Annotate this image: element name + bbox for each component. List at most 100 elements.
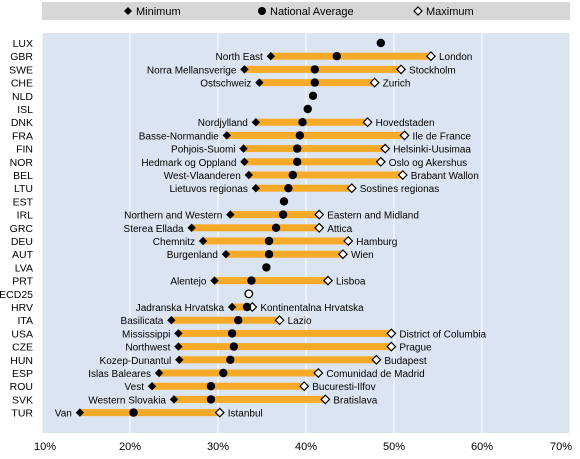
max-marker-bel [397,169,408,181]
country-label-svk: SVK [12,394,33,406]
legend-item: Minimum [124,6,181,18]
max-region-label: Prague [399,343,432,354]
max-region-label: Sostines regionas [360,184,440,195]
country-label-isl: ISL [17,104,33,116]
country-label-lux: LUX [13,38,33,50]
range-bar-irl [230,211,320,219]
min-region-label: Basse-Normandie [139,131,219,142]
min-marker-rou [147,382,157,391]
avg-marker-nor [293,157,302,166]
country-label-gbr: GBR [10,51,33,63]
range-bar-esp [159,369,319,377]
avg-marker-che [310,78,319,87]
avg-marker-esp [219,368,228,378]
range-bar-cze [178,343,392,351]
max-region-label: Brabant Wallon [411,171,479,182]
x-axis: 10% 20% 30% 40% 50% 60% 70% [34,441,572,453]
country-label-usa: USA [11,328,33,340]
avg-marker-hun [226,355,235,364]
gridlines [41,33,571,433]
avg-marker-fin [293,144,302,153]
min-marker-dnk [251,118,261,127]
min-marker-irl [226,210,235,219]
x-tick-label: 70% [550,441,572,453]
min-marker-grc [187,223,196,232]
max-marker-tur [214,407,225,418]
max-region-label: Stockholm [409,65,456,76]
legend-background [42,2,570,20]
min-marker-hrv [227,302,237,312]
max-marker-che [369,77,380,88]
country-label-swe: SWE [9,64,33,76]
min-region-label: Chemnitz [153,237,195,248]
range-bar-hrv [232,303,253,311]
min-marker-ita [167,316,176,325]
range-bar-tur [79,409,220,417]
max-marker-esp [313,367,324,379]
max-region-label: Bucuresti-Ilfov [312,382,375,393]
max-marker-irl [314,209,325,220]
x-tick-label: 40% [295,441,317,453]
avg-marker-fra [295,131,305,140]
legend-marker-minimum [124,7,132,15]
range-bar-aut [225,250,343,258]
min-region-label: Norra Mellansverige [147,65,237,76]
min-marker-prt [210,276,219,285]
min-region-label: Mississippi [122,329,170,340]
max-region-label: Kontinentalna Hrvatska [260,303,364,314]
max-marker-hun [371,354,382,365]
country-label-nor: NOR [10,157,34,169]
max-region-label: Wien [351,250,374,261]
max-marker-gbr [425,51,437,62]
avg-marker-grc [271,223,281,232]
avg-marker-rou [206,382,216,391]
country-label-fin: FIN [16,144,33,156]
country-label-hrv: HRV [11,302,33,314]
country-label-grc: GRC [10,223,34,235]
min-marker-che [255,78,264,87]
avg-marker-prt [247,276,256,285]
min-region-label: Van [55,409,72,420]
min-region-label: Pohjois-Suomi [171,145,235,156]
min-marker-nor [240,157,249,166]
max-region-label: Istanbul [228,409,263,420]
min-marker-cze [174,342,183,351]
max-marker-cze [386,341,397,352]
legend-item: National Average [258,6,354,18]
country-label-dnk: DNK [11,117,33,129]
min-marker-esp [154,368,164,378]
country-label-oecd25: OECD25 [0,289,33,301]
max-region-label: Comunidad de Madrid [326,369,424,380]
country-label-nld: NLD [12,91,33,103]
country-label-tur: TUR [11,408,33,420]
min-marker-fin [239,144,248,153]
avg-marker-svk [206,395,216,404]
legend-item: Maximum [413,6,474,18]
min-marker-fra [222,131,231,140]
avg-marker-aut [264,250,274,259]
country-label-lva: LVA [15,262,33,274]
country-label-ita: ITA [17,315,33,327]
range-bar-swe [244,65,402,73]
range-bar-hun [179,356,377,364]
max-marker-prt [322,275,334,286]
country-label-cze: CZE [12,342,33,354]
country-label-aut: AUT [12,249,34,261]
min-marker-tur [75,408,85,417]
min-region-label: North East [216,52,263,63]
legend-label: Minimum [136,6,181,18]
avg-marker-est [279,197,289,206]
legend-label: Maximum [426,6,474,18]
avg-marker-irl [278,210,288,219]
max-region-label: London [439,52,472,63]
range-bar-fra [226,131,405,139]
legend: Minimum National Average Maximum [124,6,474,18]
min-region-label: Burgenland [167,250,218,261]
x-tick-label: 50% [383,441,405,453]
min-region-label: Islas Baleares [88,369,151,380]
max-region-label: Bratislava [333,395,377,406]
min-region-label: Northwest [125,343,170,354]
max-marker-fin [380,143,391,154]
